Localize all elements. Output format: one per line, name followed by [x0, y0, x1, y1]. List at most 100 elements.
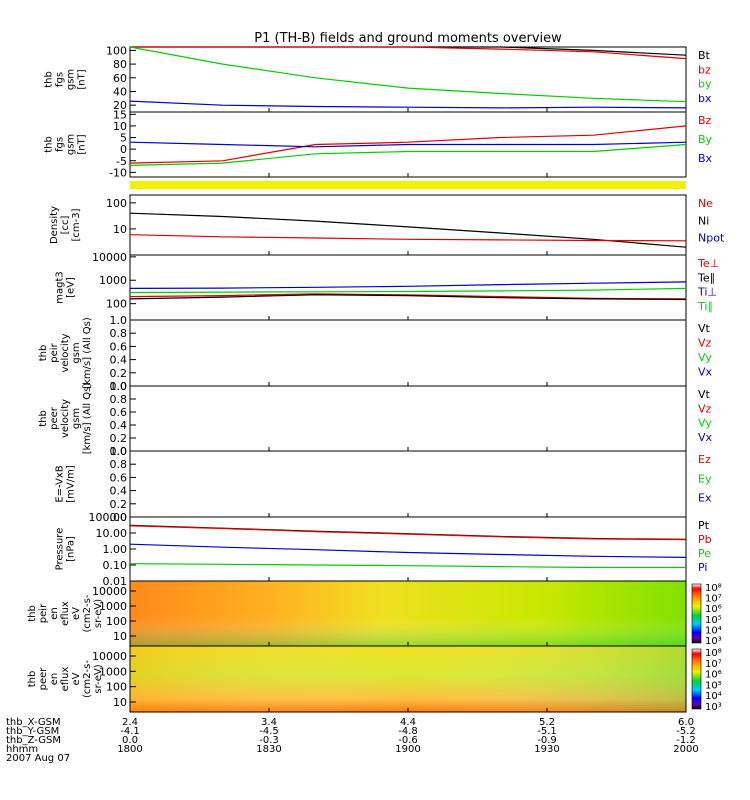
ephemeris-value: 1900	[395, 744, 420, 755]
y-axis-label-line: eflux	[60, 601, 71, 626]
y-tick-label: 100	[106, 681, 127, 694]
ephemeris-value: -5.1	[537, 726, 557, 737]
colorbar-label: 10⁷	[705, 659, 722, 670]
y-tick-label: 0.8	[110, 393, 128, 406]
y-tick-label: 5	[120, 132, 127, 145]
ephemeris-value: 6.0	[678, 717, 694, 728]
y-axis-label-line: thb	[44, 136, 55, 153]
ephemeris-value: 4.4	[400, 717, 416, 728]
y-axis-label-line: eflux	[60, 667, 71, 692]
legend-entry-Ni: Ni	[698, 214, 709, 227]
colorbar-label: 10⁵	[705, 680, 722, 691]
y-axis-label-line: velocity	[60, 399, 71, 438]
y-tick-label: 100	[106, 44, 127, 57]
ephemeris-value: 3.4	[261, 717, 277, 728]
y-tick-label: 0.6	[110, 406, 128, 419]
y-tick-label: 100	[106, 197, 127, 210]
series-line-Pb	[129, 525, 687, 541]
y-tick-label: 1000	[99, 274, 127, 287]
panel-frame	[129, 450, 687, 518]
y-tick-label: 0.8	[110, 458, 128, 471]
y-axis-label-line: (cm2-s-	[82, 594, 93, 632]
legend-entry-Ti∥: Ti∥	[697, 300, 713, 313]
y-tick-label: 1.00	[103, 543, 128, 556]
ephemeris-value: -0.6	[398, 735, 418, 746]
legend-entry-Vz: Vz	[698, 337, 712, 350]
y-tick-label: 0.0	[110, 380, 128, 393]
y-axis-label: Pressure [nPa]	[55, 528, 77, 571]
ion-spectrogram-shade	[130, 581, 686, 646]
colorbar-label: 10⁸	[705, 648, 722, 659]
ephemeris-value: -4.1	[120, 726, 140, 737]
colorbar-label: 10⁵	[705, 615, 722, 626]
legend-entry-Bt: Bt	[698, 49, 711, 62]
series-line-Te⊥	[129, 293, 687, 300]
panel-frame	[129, 194, 687, 256]
series-line-by	[129, 46, 687, 103]
legend-entry-Pb: Pb	[698, 533, 712, 546]
ephemeris-value: -1.2	[676, 735, 696, 746]
legend-entry-Vt: Vt	[698, 388, 711, 401]
y-axis-label-line: [eV]	[66, 277, 77, 298]
y-axis-label-line: magt3	[55, 271, 66, 304]
y-axis-label-line: thb	[44, 71, 55, 88]
y-axis-label-line: peir	[38, 603, 49, 623]
y-tick-label: 0.8	[110, 327, 128, 340]
legend-entry-Pt: Pt	[698, 519, 710, 532]
y-tick-label: 0.4	[110, 354, 128, 367]
y-axis-label-line: peir	[49, 342, 60, 362]
panel-2: 10 100 Density [cc] [cm-3] Ne Ni Npot	[49, 194, 725, 256]
y-tick-label: 10	[113, 630, 127, 643]
legend-entry-Te∥: Te∥	[697, 271, 715, 284]
y-axis-label-line: fgs	[55, 72, 66, 87]
y-tick-label: 10000	[92, 251, 127, 264]
legend-entry-Bz: Bz	[698, 114, 712, 127]
y-axis-label-line: fgs	[55, 137, 66, 152]
colorbar	[691, 583, 702, 644]
y-axis-label: thb peer velocity gsm [km/s] (All Qs)	[38, 383, 93, 455]
y-axis-label-line: thb	[27, 671, 38, 688]
y-tick-label: 0.2	[110, 432, 128, 445]
legend-entry-Vt: Vt	[698, 322, 711, 335]
y-tick-label: 15	[113, 108, 127, 121]
series-line-Ti∥	[129, 287, 687, 294]
y-axis-label: Density [cc] [cm-3]	[49, 206, 82, 244]
y-axis-label-line: velocity	[60, 333, 71, 372]
legend-entry-Vx: Vx	[698, 431, 713, 444]
colorbar-label: 10⁶	[705, 604, 722, 615]
ephemeris-value: 1800	[117, 744, 142, 755]
legend-entry-Npot: Npot	[698, 232, 725, 245]
legend-entry-Ey: Ey	[698, 472, 712, 485]
panel-frame	[129, 254, 687, 321]
legend-entry-Pi: Pi	[698, 561, 707, 574]
y-axis-label-line: gsm	[66, 69, 77, 90]
series-line-Bx	[129, 141, 687, 148]
y-axis-label-line: peer	[49, 406, 60, 430]
series-line-bz	[130, 46, 687, 60]
y-tick-label: -10	[109, 166, 127, 179]
series-line-By	[129, 143, 687, 166]
colorbar-label: 10⁴	[705, 625, 722, 636]
y-tick-label: 0.2	[110, 498, 128, 511]
time-axis-group: thb_X-GSM 2.4 3.4 4.4 5.2 6.0 thb_Y-GSM -4.1 -4.…	[6, 717, 699, 764]
legend-entry-Vz: Vz	[698, 402, 712, 415]
y-tick-label: 0.01	[103, 575, 128, 588]
ephemeris-value: -4.8	[398, 726, 418, 737]
y-axis-label-line: [km/s] (All Qs)	[82, 317, 93, 389]
y-axis-label-line: eV	[71, 607, 82, 620]
legend-entry-bz: bz	[698, 63, 711, 76]
series-line-Pt	[129, 524, 687, 540]
y-tick-label: 40	[113, 85, 127, 98]
y-tick-label: 100.00	[89, 511, 128, 524]
ephemeris-value: -4.5	[259, 726, 279, 737]
ephemeris-label: thb_X-GSM	[6, 717, 61, 728]
y-tick-label: 60	[113, 72, 127, 85]
y-tick-label: 10.00	[96, 527, 128, 540]
series-line-bx	[129, 100, 687, 109]
ephemeris-value: 2000	[673, 744, 698, 755]
